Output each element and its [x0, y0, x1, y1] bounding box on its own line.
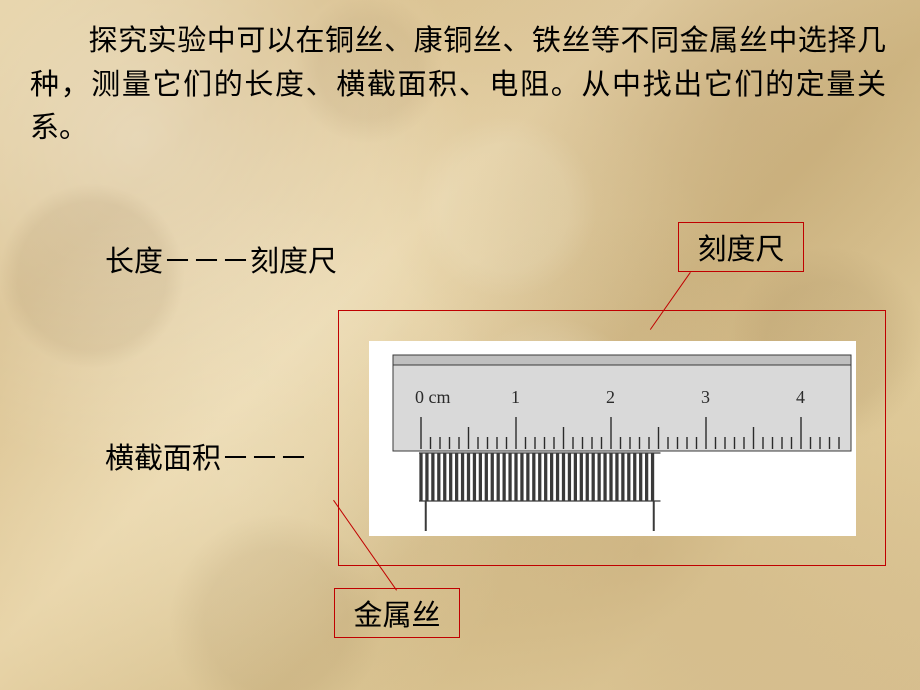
wire-label: 金属丝: [353, 592, 440, 634]
ruler-figure: 0 cm 1 2 3 4: [369, 341, 856, 536]
length-line: 长度－－－刻度尺: [105, 238, 337, 280]
intro-paragraph: 探究实验中可以在铜丝、康铜丝、铁丝等不同金属丝中选择几种，测量它们的长度、横截面…: [30, 20, 886, 151]
wire-label-box: 金属丝: [334, 588, 460, 638]
svg-text:1: 1: [511, 387, 520, 407]
intro-text: 探究实验中可以在铜丝、康铜丝、铁丝等不同金属丝中选择几种，测量它们的长度、横截面…: [30, 25, 886, 144]
ruler-svg: 0 cm 1 2 3 4: [369, 341, 856, 536]
ruler-label-box: 刻度尺: [678, 222, 804, 272]
ruler-label: 刻度尺: [697, 226, 784, 268]
svg-text:4: 4: [796, 387, 805, 407]
figure-frame: 0 cm 1 2 3 4: [338, 310, 886, 566]
svg-text:0 cm: 0 cm: [415, 387, 451, 407]
svg-text:2: 2: [606, 387, 615, 407]
area-line: 横截面积－－－: [105, 435, 308, 477]
svg-text:3: 3: [701, 387, 710, 407]
